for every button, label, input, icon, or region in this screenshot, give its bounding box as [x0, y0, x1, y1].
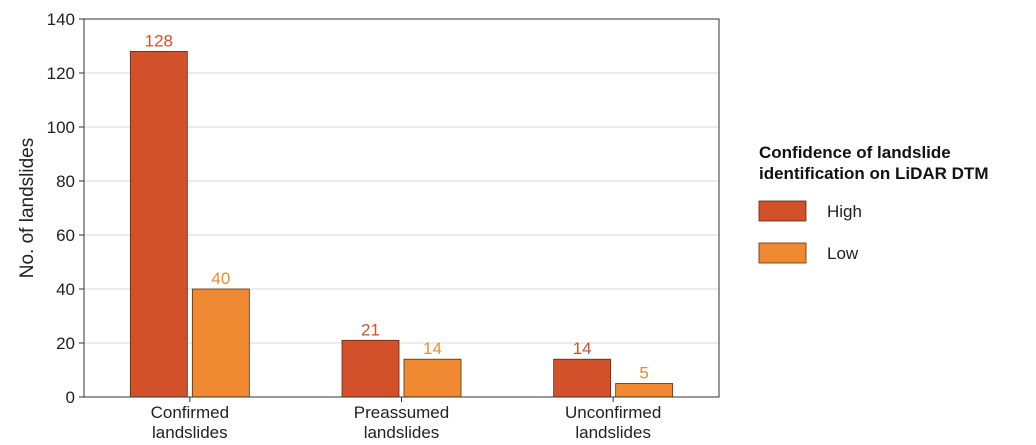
legend-swatch-low	[758, 242, 807, 264]
axes: 0 20 40 60 80 100 120 140 Confirmed landslides Pre…	[17, 10, 720, 442]
data-label: 14	[423, 339, 442, 358]
y-tick-label: 60	[56, 226, 75, 245]
y-tick-label: 20	[56, 334, 75, 353]
y-tick-label: 100	[47, 118, 75, 137]
bars	[129, 51, 674, 398]
y-tick-label: 80	[56, 172, 75, 191]
x-tick-label: Confirmed landslides	[151, 403, 229, 442]
legend-title: Confidence of landslide identification on…	[759, 143, 988, 183]
bar-low	[403, 358, 462, 398]
x-tick-label: Preassumed landslides	[354, 403, 449, 442]
legend: Confidence of landslide identification on…	[758, 143, 988, 264]
bar-low	[191, 288, 250, 398]
bar-high	[553, 358, 612, 398]
x-tick-label: Unconfirmed landslides	[565, 403, 661, 442]
legend-label: High	[827, 202, 862, 221]
data-label: 128	[145, 31, 173, 50]
legend-label: Low	[827, 244, 859, 263]
bar-high	[129, 51, 188, 398]
y-tick-label: 140	[47, 10, 75, 29]
legend-swatch-high	[758, 200, 807, 222]
data-label: 5	[639, 364, 648, 383]
data-label: 14	[573, 339, 592, 358]
data-label: 21	[361, 320, 380, 339]
bar-high	[341, 339, 400, 398]
data-label: 40	[211, 269, 230, 288]
bar-low	[615, 383, 674, 398]
y-tick-label: 0	[66, 388, 75, 407]
y-tick-label: 120	[47, 64, 75, 83]
y-axis-title: No. of landslides	[17, 138, 38, 278]
data-labels: 128 40 21 14 14 5	[145, 31, 649, 382]
y-tick-label: 40	[56, 280, 75, 299]
gridlines	[84, 72, 719, 344]
